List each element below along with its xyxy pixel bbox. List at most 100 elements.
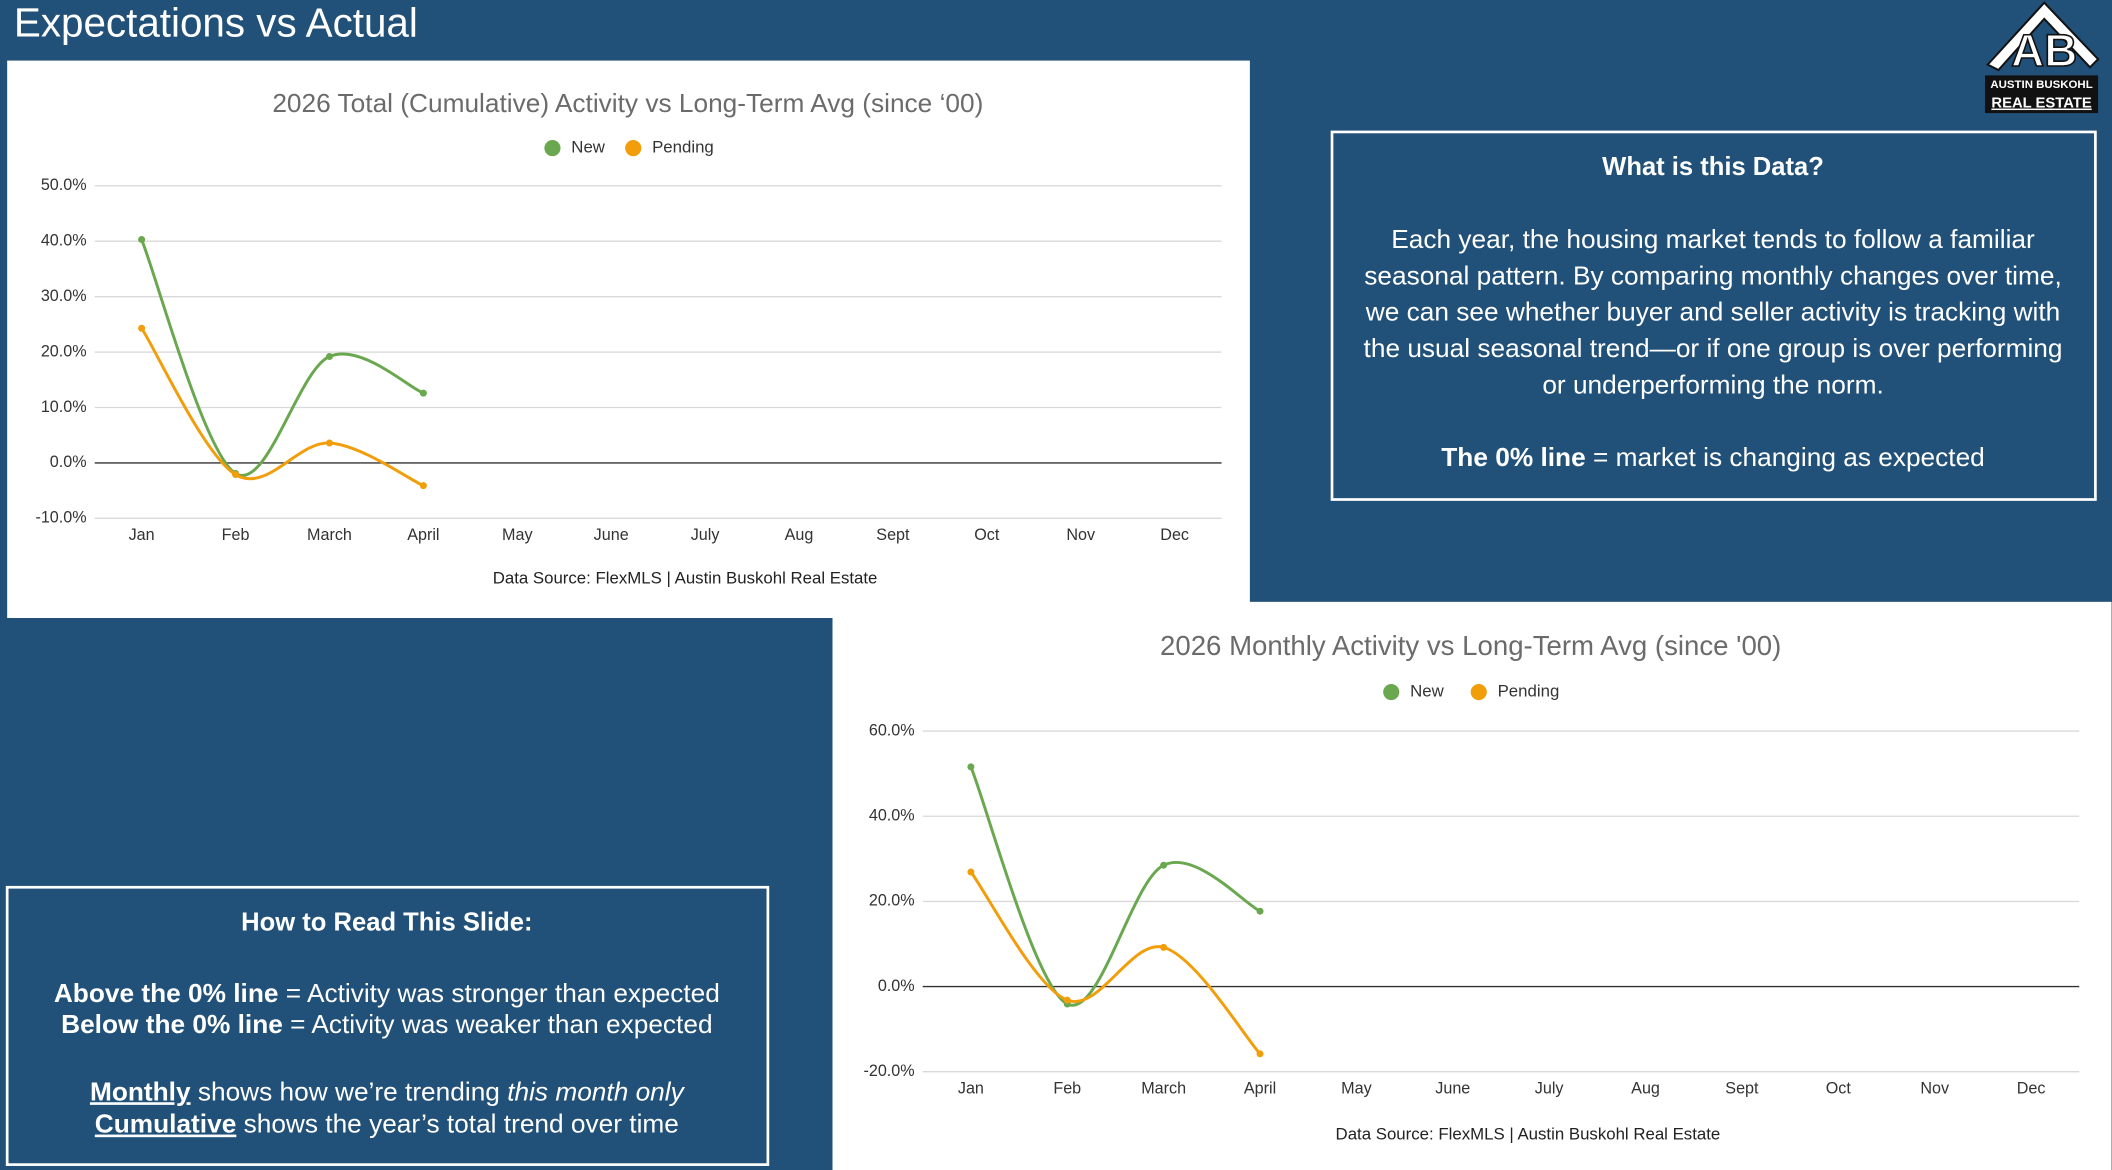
x-tick-label: Dec xyxy=(1160,526,1189,544)
howto-heading: How to Read This Slide: xyxy=(241,908,532,936)
data-point xyxy=(325,439,333,447)
y-tick-label: 20.0% xyxy=(41,342,87,360)
howto-line: Below the 0% line = Activity was weaker … xyxy=(61,1009,712,1039)
x-tick-label: Sept xyxy=(876,526,910,544)
data-point xyxy=(419,389,427,397)
data-point xyxy=(1160,943,1168,951)
logo-plate xyxy=(1984,75,2099,114)
info-line: we can see whether buyer and seller acti… xyxy=(1365,297,2060,327)
bold-text: Monthly xyxy=(90,1076,191,1106)
x-tick-label: Feb xyxy=(222,526,250,544)
x-tick-label: Oct xyxy=(1826,1079,1852,1097)
data-point xyxy=(1256,907,1264,915)
bold-text: The 0% line xyxy=(1441,442,1585,472)
y-tick-label: 10.0% xyxy=(41,398,87,416)
x-tick-label: May xyxy=(502,526,533,544)
text: = market is changing as expected xyxy=(1586,442,1985,472)
text: shows how we’re trending xyxy=(191,1076,508,1106)
x-tick-label: Nov xyxy=(1920,1079,1950,1097)
legend-label: Pending xyxy=(652,138,714,157)
x-tick-label: July xyxy=(1535,1079,1565,1097)
data-point xyxy=(967,868,975,876)
series-line xyxy=(969,766,1261,1007)
data-point xyxy=(325,353,333,361)
info-line: or underperforming the norm. xyxy=(1542,369,1883,399)
data-point xyxy=(1160,861,1168,869)
x-tick-label: Oct xyxy=(974,526,1000,544)
legend-swatch xyxy=(625,140,642,157)
slide-title: Expectations vs Actual xyxy=(14,0,418,45)
legend-label: Pending xyxy=(1498,681,1560,700)
text: = Activity was weaker than expected xyxy=(283,1009,713,1039)
info-line: the usual seasonal trend—or if one group… xyxy=(1364,333,2063,363)
logo-line: AUSTIN BUSKOHL xyxy=(1990,79,2092,91)
logo-roof xyxy=(1986,1,2100,72)
y-tick-label: -10.0% xyxy=(35,509,86,527)
chart-title: 2026 Total (Cumulative) Activity vs Long… xyxy=(272,88,983,118)
data-point xyxy=(1256,1050,1264,1058)
x-tick-label: Aug xyxy=(785,526,814,544)
x-tick-label: Sept xyxy=(1725,1079,1759,1097)
legend-label: New xyxy=(1410,681,1444,700)
howto-line: Cumulative shows the year’s total trend … xyxy=(95,1109,679,1139)
howto-line: Above the 0% line = Activity was stronge… xyxy=(54,978,720,1008)
legend-label: New xyxy=(571,138,605,157)
legend-swatch xyxy=(544,140,561,157)
text: shows the year’s total trend over time xyxy=(236,1109,679,1139)
x-tick-label: Nov xyxy=(1066,526,1096,544)
series-line xyxy=(969,871,1262,1055)
italic-text: this month only xyxy=(507,1076,685,1106)
x-tick-label: March xyxy=(1141,1079,1186,1097)
x-tick-label: March xyxy=(307,526,352,544)
data-point xyxy=(419,482,427,490)
y-tick-label: 0.0% xyxy=(878,977,915,995)
x-tick-label: April xyxy=(1244,1079,1276,1097)
info-line: Each year, the housing market tends to f… xyxy=(1391,224,2035,254)
x-tick-label: June xyxy=(594,526,629,544)
y-tick-label: 40.0% xyxy=(41,231,87,249)
series-line xyxy=(140,239,424,477)
x-tick-label: Dec xyxy=(2017,1079,2046,1097)
y-tick-label: -20.0% xyxy=(863,1062,914,1080)
chart: 2026 Monthly Activity vs Long-Term Avg (… xyxy=(832,601,2112,1170)
data-point xyxy=(138,324,146,332)
info-heading: What is this Data? xyxy=(1602,153,1824,181)
text: = Activity was stronger than expected xyxy=(278,978,719,1008)
x-tick-label: June xyxy=(1435,1079,1470,1097)
x-tick-label: Jan xyxy=(958,1079,984,1097)
y-tick-label: 20.0% xyxy=(869,892,915,910)
legend-swatch xyxy=(1383,683,1400,701)
y-tick-label: 50.0% xyxy=(41,176,87,194)
howto-box-frame xyxy=(5,885,770,1166)
howto-line: Monthly shows how we’re trending this mo… xyxy=(90,1076,686,1106)
data-point xyxy=(232,471,240,479)
y-tick-label: 0.0% xyxy=(50,453,87,471)
y-tick-label: 30.0% xyxy=(41,287,87,305)
info-box: What is this Data? Each year, the housin… xyxy=(1330,130,2097,501)
bold-text: Cumulative xyxy=(95,1109,237,1139)
chart-background xyxy=(832,601,2112,1170)
x-tick-label: Jan xyxy=(129,526,155,544)
info-note: The 0% line = market is changing as expe… xyxy=(1441,442,1985,472)
y-tick-label: 60.0% xyxy=(869,721,915,739)
info-box-frame xyxy=(1330,130,2097,501)
bold-text: Below the 0% line xyxy=(61,1009,283,1039)
y-tick-label: 40.0% xyxy=(869,807,915,825)
x-tick-label: April xyxy=(407,526,439,544)
bold-text: Above the 0% line xyxy=(54,978,279,1008)
x-tick-label: Feb xyxy=(1053,1079,1081,1097)
logo: AB AUSTIN BUSKOHL REAL ESTATE xyxy=(1984,1,2100,114)
data-point xyxy=(967,763,975,771)
chart-title: 2026 Monthly Activity vs Long-Term Avg (… xyxy=(1160,630,1781,661)
chart-source: Data Source: FlexMLS | Austin Buskohl Re… xyxy=(493,568,878,587)
data-point xyxy=(1063,996,1071,1004)
legend-swatch xyxy=(1470,683,1487,701)
logo-mark: AB xyxy=(2011,25,2077,76)
chart-source: Data Source: FlexMLS | Austin Buskohl Re… xyxy=(1336,1124,1721,1143)
info-line: seasonal pattern. By comparing monthly c… xyxy=(1364,260,2061,290)
x-tick-label: Aug xyxy=(1631,1079,1660,1097)
howto-box: How to Read This Slide: Above the 0% lin… xyxy=(5,885,770,1166)
chart: 2026 Total (Cumulative) Activity vs Long… xyxy=(7,60,1250,618)
series-line xyxy=(140,327,424,488)
